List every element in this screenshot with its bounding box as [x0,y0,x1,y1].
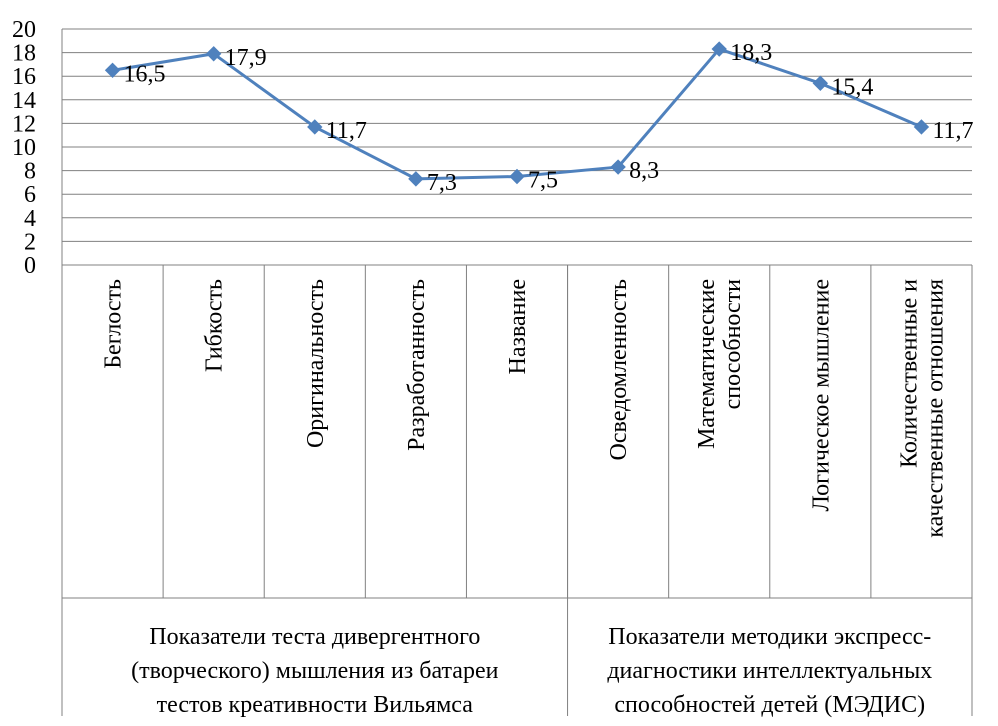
y-tick-label: 8 [24,159,36,185]
group-label: способностей детей (МЭДИС) [614,692,925,718]
y-tick-label: 12 [12,111,36,137]
data-point-marker [812,75,829,91]
group-label: диагностики интеллектуальных [607,658,932,684]
data-label: 16,5 [124,61,166,87]
gridlines [62,28,972,242]
data-label: 11,7 [326,118,367,144]
data-point-marker [408,171,424,187]
category-label: способности [720,279,746,410]
category-label: Гибкость [202,279,228,372]
y-tick-label: 14 [12,88,36,114]
group-label: тестов креативности Вильямса [157,692,474,718]
y-tick-label: 10 [12,135,36,161]
y-tick-label: 18 [12,41,36,67]
data-label: 8,3 [629,158,659,184]
data-point-marker [509,168,525,185]
data-point-marker [610,159,626,175]
category-label: Оригинальность [303,279,329,448]
group-label: Показатели теста дивергентного [149,624,480,650]
category-label: Логическое мышление [808,279,834,512]
data-label: 17,9 [225,45,267,71]
category-label: Осведомленность [606,279,632,461]
data-label: 7,3 [427,170,457,196]
series-group [104,41,930,187]
category-label: Разработанность [404,279,430,451]
category-label: Название [505,279,531,374]
y-tick-label: 4 [24,206,36,232]
category-label: Количественные и [896,279,922,468]
data-point-marker [307,119,323,135]
data-label: 11,7 [932,118,973,144]
category-label: качественные отношения [922,279,948,538]
data-label: 18,3 [730,40,772,66]
y-tick-label: 2 [24,229,36,255]
y-tick-label: 0 [24,253,36,279]
y-tick-label: 20 [12,17,36,43]
data-labels: 16,5 17,9 11,7 7,3 7,5 8,3 18,3 15,4 11,7 [124,40,974,196]
data-point-marker [205,46,222,62]
data-label: 7,5 [528,168,558,194]
group-label: (творческого) мышления из батареи [131,658,499,684]
category-label: Беглость [101,279,127,369]
data-point-marker [711,41,727,57]
y-tick-label: 16 [12,64,36,90]
y-tick-label: 6 [24,182,36,208]
x-axis: Показатели теста дивергентного (творческо… [61,29,973,718]
data-point-marker [913,119,930,135]
category-label: Математические [694,279,720,449]
group-label: Показатели методики экспресс- [608,624,931,650]
data-point-marker [104,62,121,79]
data-label: 15,4 [831,74,873,100]
